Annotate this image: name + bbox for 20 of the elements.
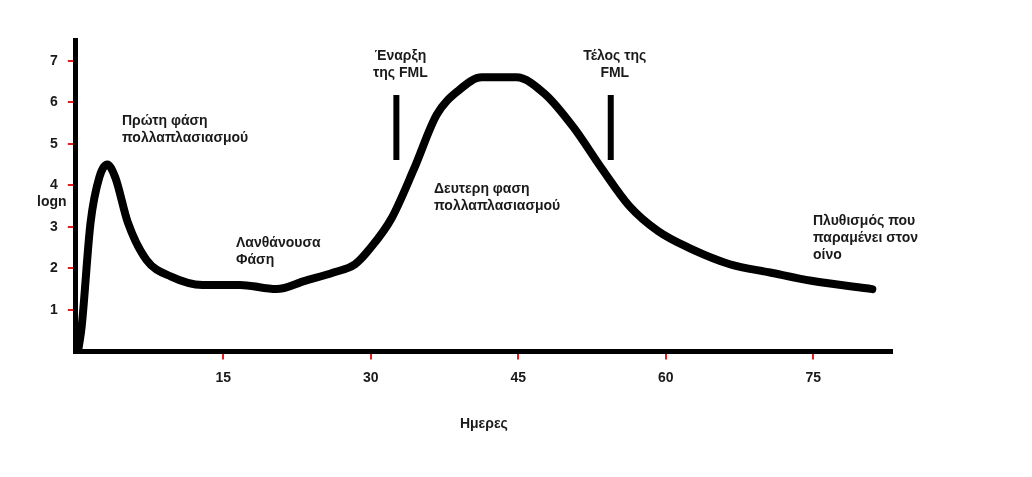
x-axis-title: Ημερες bbox=[459, 415, 508, 432]
x-tick-label: 75 bbox=[805, 368, 822, 385]
y-tick-label: 6 bbox=[49, 93, 58, 110]
y-tick-label: 1 bbox=[49, 300, 58, 317]
ref-line-label: Έναρξη της FML bbox=[373, 47, 429, 81]
annotation: Πλυθισμός που παραμένει στον οίνο bbox=[813, 211, 919, 262]
x-tick-label: 30 bbox=[363, 368, 379, 385]
y-tick-label: 7 bbox=[49, 51, 58, 68]
x-tick-label: 60 bbox=[658, 368, 674, 385]
x-tick-label: 15 bbox=[215, 368, 232, 385]
annotation: Λανθάνουσα Φάση bbox=[236, 234, 321, 268]
x-tick-label: 45 bbox=[510, 368, 527, 385]
y-tick-label: 5 bbox=[49, 134, 58, 151]
y-tick-label: 2 bbox=[49, 259, 58, 276]
y-axis-title: logn bbox=[37, 192, 67, 209]
annotation: Πρώτη φάση πολλαπλασιασμού bbox=[122, 112, 249, 146]
y-tick-label: 4 bbox=[49, 176, 58, 193]
y-tick-label: 3 bbox=[49, 217, 58, 234]
ref-line-label: Τέλος της FML bbox=[583, 47, 647, 81]
annotation: Δευτερη φαση πολλαπλασιασμού bbox=[434, 180, 561, 214]
